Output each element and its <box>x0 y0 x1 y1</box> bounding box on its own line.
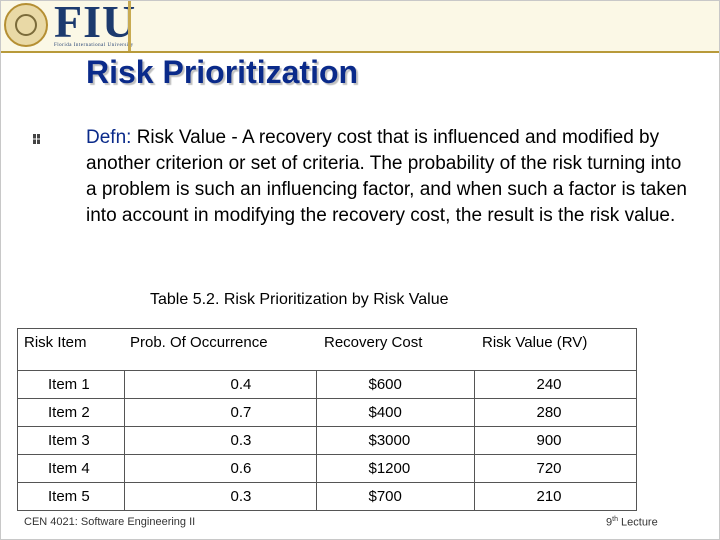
risk-table: Risk Item Prob. Of Occurrence Recovery C… <box>17 328 637 511</box>
table-row: Item 3 0.3 $3000 900 <box>17 426 637 455</box>
logo-subtitle: Florida International University <box>54 43 134 48</box>
table-cell: 0.7 <box>123 398 317 427</box>
fiu-logo: FIU Florida International University <box>4 0 135 49</box>
table-cell: $700 <box>315 482 475 511</box>
header-risk-item: Risk Item <box>24 334 87 351</box>
header-prob-occurrence: Prob. Of Occurrence <box>130 334 268 351</box>
table-cell: 0.6 <box>123 454 317 483</box>
footer-course: CEN 4021: Software Engineering II <box>24 516 196 528</box>
table-row: Item 2 0.7 $400 280 <box>17 398 637 427</box>
table-cell: 900 <box>473 426 637 455</box>
university-seal-icon <box>4 3 48 47</box>
table-row: Item 5 0.3 $700 210 <box>17 482 637 511</box>
definition-paragraph: Defn: Risk Value - A recovery cost that … <box>86 125 696 229</box>
table-cell: Item 1 <box>17 370 125 399</box>
table-row: Item 1 0.4 $600 240 <box>17 370 637 399</box>
header-bar: FIU Florida International University <box>0 0 720 53</box>
table-cell: $1200 <box>315 454 475 483</box>
footer-lecture: 9th Lecture <box>606 516 658 529</box>
table-cell: 280 <box>473 398 637 427</box>
header-risk-value: Risk Value (RV) <box>482 334 588 351</box>
lecture-label: Lecture <box>617 516 658 529</box>
table-cell: 240 <box>473 370 637 399</box>
table-header-row: Risk Item Prob. Of Occurrence Recovery C… <box>17 328 637 371</box>
definition-text: Risk Value - A recovery cost that is inf… <box>86 127 687 226</box>
header-recovery-cost: Recovery Cost <box>324 334 423 351</box>
logo-text: FIU <box>54 0 137 47</box>
bullet-icon <box>33 131 40 144</box>
table-cell: Item 4 <box>17 454 125 483</box>
table-cell: $3000 <box>315 426 475 455</box>
lecture-number: 9 <box>606 516 613 529</box>
lecture-suffix: th <box>612 516 618 523</box>
table-row: Item 4 0.6 $1200 720 <box>17 454 637 483</box>
definition-term: Defn: <box>86 127 132 148</box>
table-cell: 720 <box>473 454 637 483</box>
table-cell: 0.4 <box>123 370 317 399</box>
header-divider <box>128 0 131 51</box>
table-cell: 0.3 <box>123 482 317 511</box>
table-cell: $600 <box>315 370 475 399</box>
table-cell: Item 5 <box>17 482 125 511</box>
table-cell: Item 2 <box>17 398 125 427</box>
slide-title: Risk Prioritization <box>86 54 359 90</box>
table-cell: Item 3 <box>17 426 125 455</box>
table-caption: Table 5.2. Risk Prioritization by Risk V… <box>150 291 449 308</box>
table-cell: $400 <box>315 398 475 427</box>
table-cell: 0.3 <box>123 426 317 455</box>
table-cell: 210 <box>473 482 637 511</box>
